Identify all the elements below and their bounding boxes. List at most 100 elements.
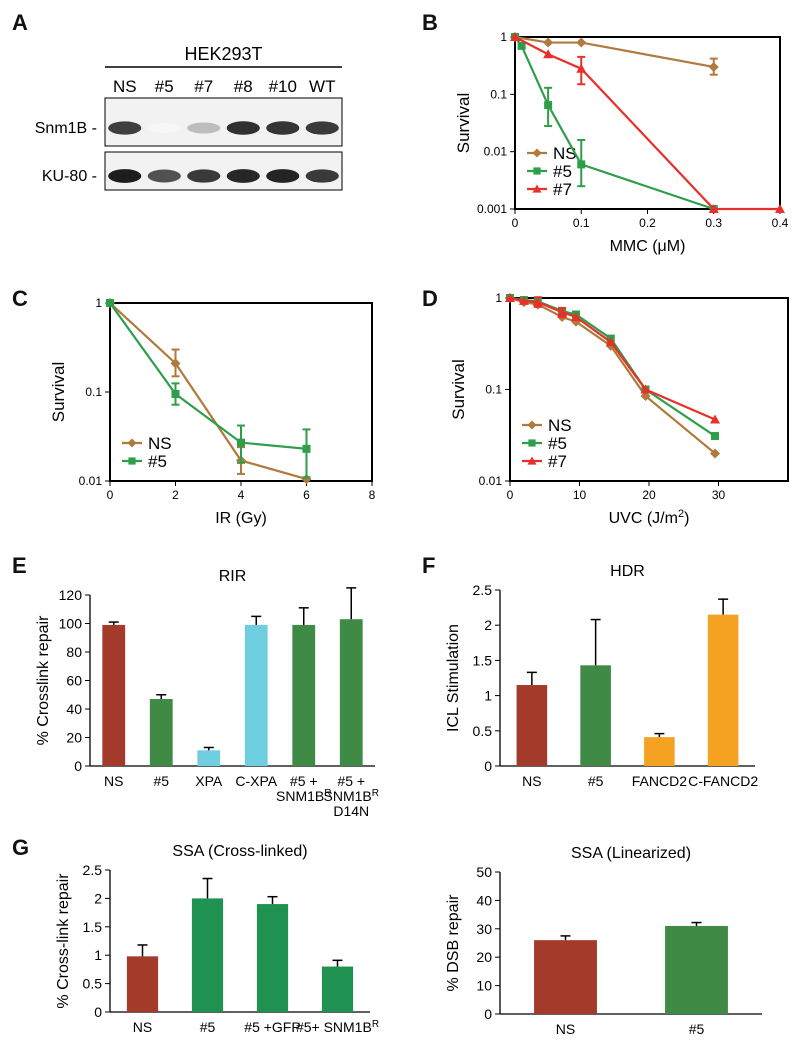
lane-label: #8: [234, 77, 253, 96]
ssa-crosslinked-bar-chart: SSA (Cross-linked) 0 0.5 1 1.5 2 2.5 % Cross-li…: [55, 843, 379, 1035]
y-tick-label: 0: [74, 758, 82, 774]
lane-label: WT: [309, 77, 335, 96]
series-line: [109, 302, 307, 450]
data-point: [532, 297, 543, 307]
western-blot-panel: HEK293T NS #5 #7 #8 #10 WT Snm1B - KU-80 -: [35, 44, 343, 191]
data-point: [237, 438, 245, 447]
data-point: [106, 299, 114, 307]
category-label: NS: [104, 773, 123, 789]
legend-label: NS: [548, 416, 572, 435]
lane-label: #7: [194, 77, 213, 96]
y-tick-label: 0: [484, 1006, 492, 1022]
series-line: [109, 302, 307, 481]
data-point: [576, 37, 587, 48]
data-point: [532, 184, 542, 193]
y-tick-label: 1.5: [473, 652, 493, 668]
y-axis-label: % Cross-link repair: [55, 873, 72, 1009]
panel-label-g: G: [12, 835, 30, 860]
data-point: [301, 474, 312, 485]
category-label: #5: [153, 773, 169, 789]
x-tick-label: 0.1: [573, 216, 590, 230]
data-point: [576, 63, 587, 73]
x-tick-label: 0: [507, 488, 514, 502]
hdr-bar-chart: HDR 0 0.5 1 1.5 2 2.5 ICL Stimulation NS #5 FANCD2…: [445, 563, 758, 789]
x-tick-label: 0.4: [772, 216, 789, 230]
y-tick-label: 50: [476, 864, 492, 880]
x-tick-label: 6: [303, 488, 310, 502]
protein-band: [187, 122, 221, 134]
category-label: SNM1BR: [276, 788, 331, 805]
y-tick-label: 0: [484, 758, 492, 774]
y-tick-label: 60: [66, 673, 82, 689]
x-axis-label: UVC (J/m2): [609, 508, 690, 527]
y-tick-label: 1: [484, 688, 492, 704]
legend-label: NS: [553, 144, 577, 163]
x-axis-label: IR (Gy): [215, 510, 267, 527]
x-tick-label: 0: [512, 216, 519, 230]
chart-title: SSA (Cross-linked): [172, 843, 307, 860]
y-axis-label: % Crosslink repair: [35, 615, 52, 745]
bar: [339, 619, 363, 766]
category-label: C-FANCD2: [688, 773, 758, 789]
y-tick-label: 2.5: [473, 582, 493, 598]
data-point: [543, 49, 554, 59]
bar: [191, 898, 224, 1012]
series-line: [509, 296, 716, 455]
protein-band: [266, 169, 300, 183]
bar: [126, 956, 159, 1012]
protein-band: [305, 169, 339, 183]
data-point: [171, 389, 180, 398]
lane-label: #5: [155, 77, 174, 96]
data-point: [577, 160, 586, 169]
chart-title: HDR: [610, 563, 645, 580]
protein-band: [226, 121, 260, 135]
data-point: [527, 456, 537, 465]
data-point: [170, 358, 181, 369]
protein-band: [108, 169, 142, 183]
data-point: [505, 293, 515, 302]
y-tick-label: 0.1: [490, 87, 507, 101]
data-point: [510, 32, 520, 41]
data-point: [527, 420, 537, 430]
y-axis-label: Survival: [454, 93, 473, 153]
data-point: [571, 311, 582, 321]
data-point: [711, 432, 720, 441]
chart-title: RIR: [219, 568, 247, 585]
data-point: [128, 457, 136, 465]
x-tick-label: 0.3: [705, 216, 722, 230]
legend-label: #5: [548, 434, 567, 453]
rir-bar-chart: RIR 0 20 40 60 80 100 120 % Crosslink repair NS #5…: [35, 568, 379, 819]
y-tick-label: 40: [66, 701, 82, 717]
category-label: D14N: [333, 803, 369, 819]
x-tick-label: 8: [369, 488, 376, 502]
y-tick-label: 0.01: [484, 145, 508, 159]
lane-label: #10: [269, 77, 297, 96]
y-axis-label: ICL Stimulation: [445, 624, 462, 732]
lane-label: NS: [113, 77, 137, 96]
bar: [707, 614, 739, 766]
blot-row-label: Snm1B -: [35, 120, 97, 137]
data-point: [640, 384, 651, 394]
category-label: #5: [588, 773, 604, 789]
y-tick-label: 2: [94, 890, 102, 906]
category-label: #5 +: [290, 773, 318, 789]
y-tick-label: 1: [500, 30, 507, 44]
category-label: XPA: [195, 773, 223, 789]
y-tick-label: 1: [95, 296, 102, 310]
y-tick-label: 1: [94, 947, 102, 963]
y-axis-label: % DSB repair: [445, 894, 462, 992]
category-label: NS: [556, 1021, 575, 1037]
category-label: #5: [689, 1021, 705, 1037]
y-tick-label: 0.5: [83, 976, 103, 992]
category-label: FANCD2: [632, 773, 687, 789]
ir-survival-chart: 0 2 4 6 8 0.01 0.1 1 IR (Gy) Survival NS#5: [49, 296, 376, 527]
data-point: [557, 307, 568, 317]
series-line: [514, 36, 715, 211]
x-axis-label: MMC (μM): [610, 238, 686, 255]
bar: [534, 940, 597, 1014]
panel-label-c: C: [12, 286, 28, 311]
legend-label: NS: [148, 434, 172, 453]
data-point: [528, 439, 536, 447]
category-label: NS: [522, 773, 541, 789]
y-tick-label: 80: [66, 644, 82, 660]
